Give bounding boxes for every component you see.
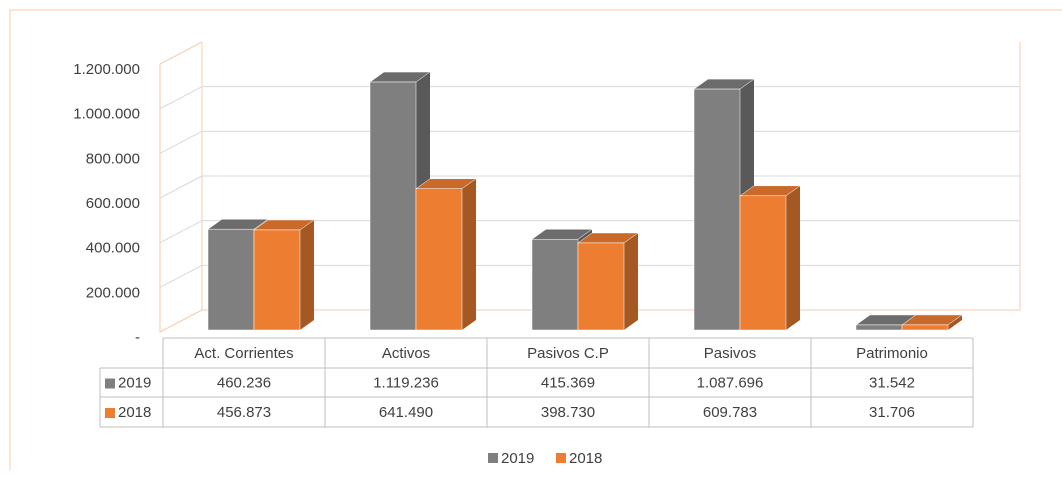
grid-line-side — [159, 130, 203, 154]
y-tick-label: 200.000 — [86, 284, 140, 301]
data-label: 1.087.696 — [697, 374, 764, 391]
bar-side — [300, 219, 314, 330]
x-tick-label: Act. Corrientes — [194, 345, 293, 362]
y-tick-label: 400.000 — [86, 240, 140, 257]
bar — [693, 88, 741, 331]
chart-frame — [9, 9, 1062, 470]
data-label: 1.119.236 — [373, 374, 439, 391]
bar-side — [462, 178, 476, 330]
bar — [855, 324, 903, 331]
data-label: 641.490 — [379, 404, 433, 421]
y-tick-label: 1.200.000 — [73, 61, 140, 78]
data-label: 31.706 — [869, 404, 915, 421]
y-tick-label: 1.000.000 — [73, 106, 140, 123]
table-legend-key — [105, 408, 115, 418]
data-label: 456.873 — [217, 404, 271, 421]
legend-key — [556, 453, 566, 463]
bar — [369, 81, 417, 331]
bar-side — [624, 232, 638, 330]
table-legend-key — [105, 378, 115, 389]
bar — [901, 324, 949, 331]
bar — [415, 188, 463, 331]
bar — [531, 238, 579, 331]
legend-label: 2018 — [569, 450, 602, 467]
table-series-name: 2019 — [118, 374, 151, 391]
bar — [739, 195, 787, 331]
grid-line-side — [159, 175, 203, 199]
bar — [577, 242, 625, 331]
data-label: 398.730 — [541, 404, 595, 421]
x-tick-label: Pasivos — [704, 345, 757, 362]
x-tick-label: Patrimonio — [856, 345, 928, 362]
y-tick-label: 600.000 — [86, 195, 140, 212]
table-series-name: 2018 — [118, 404, 151, 421]
x-tick-label: Activos — [382, 345, 430, 362]
data-label: 415.369 — [541, 374, 595, 391]
grid-line-side — [159, 220, 203, 244]
bar — [207, 228, 255, 331]
data-label: 460.236 — [217, 374, 271, 391]
y-tick-label: 800.000 — [86, 150, 140, 167]
grid-line-side — [159, 264, 203, 288]
data-label: 31.542 — [869, 374, 915, 391]
bar — [253, 229, 301, 331]
y-tick-label: - — [135, 329, 140, 346]
x-tick-label: Pasivos C.P — [527, 345, 609, 362]
grid-line-side — [159, 86, 203, 110]
data-label: 609.783 — [703, 404, 757, 421]
legend-label: 2019 — [501, 450, 534, 467]
bar-side — [786, 185, 800, 330]
bar-side — [948, 314, 962, 330]
legend-key — [488, 453, 498, 463]
